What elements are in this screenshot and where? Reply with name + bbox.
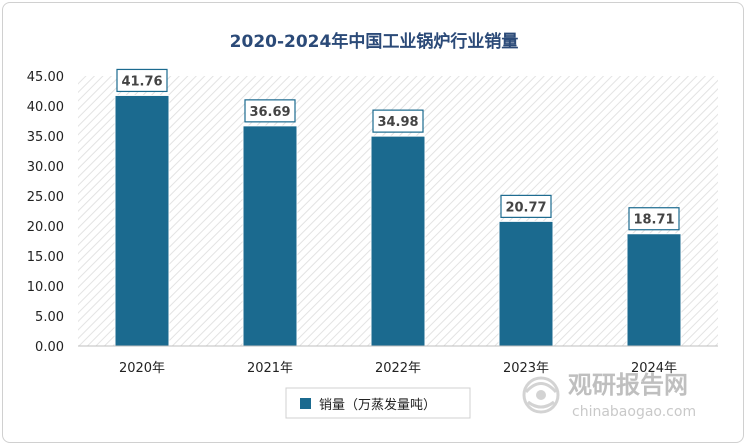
legend-label: 销量（万蒸发量吨） (319, 397, 436, 413)
bar (626, 233, 682, 347)
data-label: 18.71 (633, 213, 674, 228)
x-tick-label: 2021年 (247, 361, 293, 376)
y-tick-label: 5.00 (35, 310, 64, 325)
y-axis-ticks: 0.00 5.00 10.00 15.00 20.00 25.00 30.00 35.00 40… (27, 70, 64, 355)
watermark: 观研报告网 chinabaogao.com (522, 371, 696, 420)
data-label: 36.69 (249, 105, 290, 120)
bar (498, 220, 554, 347)
data-labels: 41.76 36.69 34.98 20.77 18.71 (116, 68, 680, 231)
data-label-box (244, 99, 296, 123)
x-tick-label: 2024年 (631, 361, 677, 376)
y-tick-label: 30.00 (27, 160, 64, 175)
data-label: 34.98 (377, 115, 418, 130)
data-label-box (372, 109, 424, 133)
bar-series (114, 94, 682, 347)
data-label: 20.77 (505, 200, 546, 215)
x-tick-label: 2022年 (375, 361, 421, 376)
y-tick-label: 35.00 (27, 130, 64, 145)
data-label-box (116, 68, 168, 93)
x-axis-categories: 2020年 2021年 2022年 2023年 2024年 (119, 361, 677, 376)
x-tick-label: 2023年 (503, 361, 549, 376)
data-label-box (628, 207, 680, 231)
legend: 销量（万蒸发量吨） (285, 387, 471, 419)
watermark-url: chinabaogao.com (572, 404, 696, 420)
bar (114, 94, 170, 347)
y-tick-label: 0.00 (35, 340, 64, 355)
data-label: 41.76 (121, 74, 162, 89)
y-tick-label: 10.00 (27, 280, 64, 295)
watermark-text: 观研报告网 (568, 371, 688, 399)
bar (370, 135, 426, 347)
globe-logo-icon (522, 376, 560, 414)
x-tick-label: 2020年 (119, 361, 165, 376)
bar (242, 125, 298, 347)
data-label-box (500, 194, 552, 218)
y-tick-label: 40.00 (27, 100, 64, 115)
chart-title: 2020-2024年中国工业锅炉行业销量 (230, 31, 519, 52)
y-tick-label: 20.00 (27, 220, 64, 235)
y-tick-label: 15.00 (27, 250, 64, 265)
legend-swatch (300, 398, 311, 409)
y-tick-label: 45.00 (27, 70, 64, 85)
y-tick-label: 25.00 (27, 190, 64, 205)
